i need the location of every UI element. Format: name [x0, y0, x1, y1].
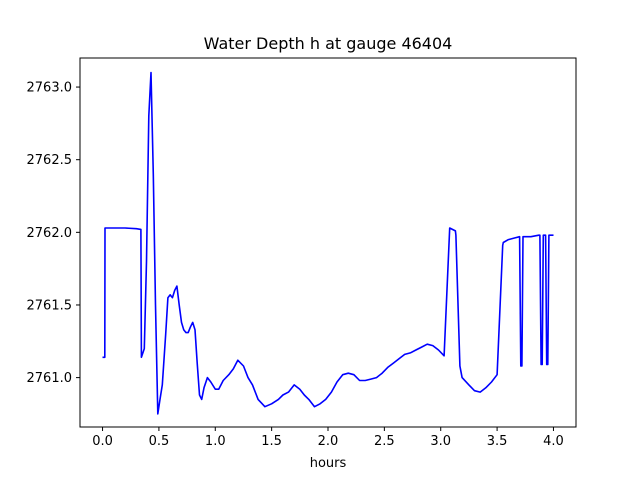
- x-tick-label: 1.5: [261, 434, 282, 449]
- y-tick-label: 2761.5: [27, 298, 73, 313]
- x-tick-label: 0.0: [92, 434, 113, 449]
- y-tick-label: 2761.0: [27, 371, 73, 386]
- y-tick-label: 2762.5: [27, 153, 73, 168]
- x-tick-label: 2.5: [374, 434, 395, 449]
- y-axis: 2761.0 2761.5 2762.0 2762.5 2763.0: [27, 81, 80, 386]
- series-line-0: [102, 71, 554, 415]
- x-tick-label: 1.0: [205, 434, 226, 449]
- plot-area: [102, 71, 554, 415]
- y-tick-label: 2762.0: [27, 226, 73, 241]
- x-tick-label: 4.0: [543, 434, 564, 449]
- x-axis-label: hours: [310, 456, 347, 471]
- x-tick-label: 2.0: [318, 434, 339, 449]
- y-tick-label: 2763.0: [27, 81, 73, 96]
- x-tick-label: 0.5: [149, 434, 170, 449]
- x-tick-label: 3.0: [430, 434, 451, 449]
- x-axis: 0.0 0.5 1.0 1.5 2.0 2.5 3.0 3.5 4.0: [92, 427, 564, 449]
- chart-title: Water Depth h at gauge 46404: [204, 34, 453, 53]
- x-tick-label: 3.5: [487, 434, 508, 449]
